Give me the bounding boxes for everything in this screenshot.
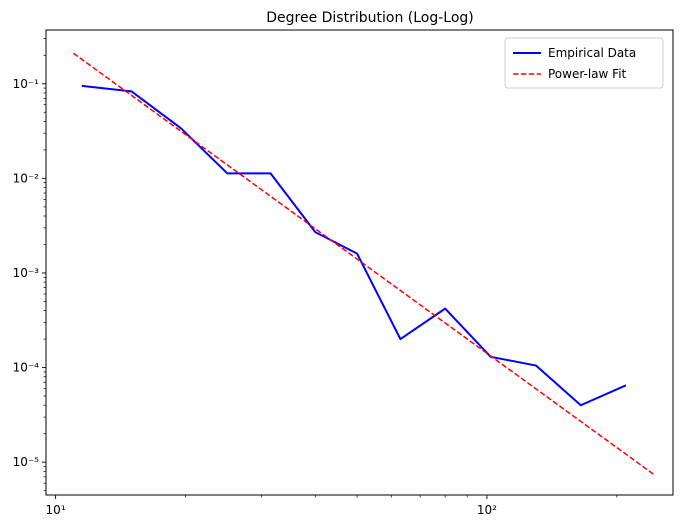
axes-frame	[45, 29, 674, 496]
y-tick-label: 10⁻⁵	[13, 455, 40, 469]
y-tick-label: 10⁻²	[13, 171, 40, 185]
legend-label: Power-law Fit	[548, 67, 627, 81]
y-tick-label: 10⁻¹	[13, 77, 40, 91]
legend-label: Empirical Data	[548, 46, 636, 60]
chart-title: Degree Distribution (Log-Log)	[266, 10, 474, 26]
plot-area	[46, 30, 673, 495]
series-line-power-law-fit	[73, 52, 656, 476]
x-tick-label: 10¹	[46, 503, 66, 517]
series-line-empirical-data	[81, 84, 627, 407]
legend-box	[504, 37, 664, 89]
axes-layer: 10¹ 10² 10⁻⁵ 10⁻⁴ 10⁻³ 10⁻² 10⁻¹	[13, 29, 674, 517]
y-tick-label: 10⁻⁴	[13, 361, 40, 375]
plot-background	[46, 30, 673, 495]
x-tick-label: 10²	[477, 503, 497, 517]
y-tick-label: 10⁻³	[13, 266, 40, 280]
series-layer	[73, 52, 656, 476]
legend: Empirical Data Power-law Fit	[504, 37, 664, 89]
